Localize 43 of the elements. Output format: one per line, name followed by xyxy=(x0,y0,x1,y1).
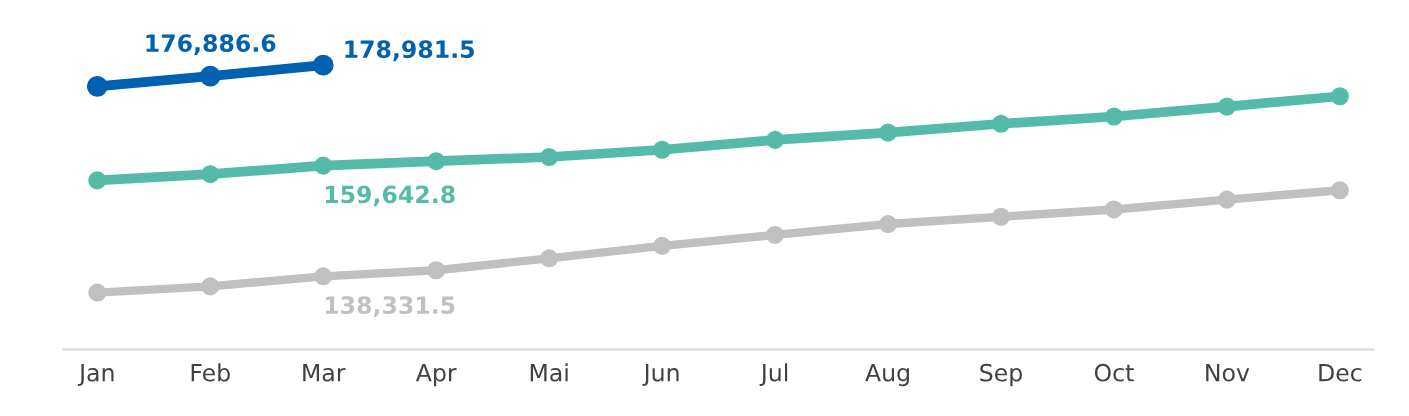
point xyxy=(314,267,333,286)
x-tick-label: Nov xyxy=(1206,364,1250,382)
point xyxy=(540,249,559,268)
x-tick-label: Oct xyxy=(1094,363,1134,382)
point xyxy=(879,123,898,142)
point xyxy=(314,156,333,175)
point xyxy=(766,130,785,149)
point xyxy=(1217,190,1236,209)
x-tick-label: Aug xyxy=(865,364,909,387)
data-label: 138,331.5 xyxy=(325,296,455,318)
x-tick-label: Jul xyxy=(759,363,788,386)
point xyxy=(427,152,446,171)
point xyxy=(88,283,107,302)
point xyxy=(766,225,785,244)
point xyxy=(1104,200,1123,219)
point xyxy=(1217,97,1236,116)
x-tick-label: Feb xyxy=(191,363,230,382)
x-tick-label: Sep xyxy=(980,363,1022,387)
point xyxy=(312,54,334,76)
x-tick-label: Jun xyxy=(642,364,679,386)
point xyxy=(653,140,672,159)
point xyxy=(1330,181,1349,200)
data-label: 176,886.6 xyxy=(146,34,276,56)
point xyxy=(991,207,1011,226)
point xyxy=(991,114,1011,133)
point xyxy=(1330,87,1349,106)
point xyxy=(86,75,108,97)
x-tick-label: Mai xyxy=(530,363,568,382)
point xyxy=(201,277,220,296)
point xyxy=(540,147,559,167)
point xyxy=(879,214,898,234)
point xyxy=(653,236,672,255)
data-label: 159,642.8 xyxy=(325,185,455,207)
point xyxy=(1104,107,1123,126)
x-tick-label: Apr xyxy=(415,364,457,387)
x-tick-label: Dec xyxy=(1319,364,1362,382)
point xyxy=(427,261,446,280)
point xyxy=(88,171,107,190)
x-tick-label: Jan xyxy=(77,364,114,386)
x-tick-label: Mar xyxy=(303,364,346,382)
point xyxy=(199,65,221,87)
point xyxy=(201,165,220,184)
data-label: 178,981.5 xyxy=(345,40,474,62)
